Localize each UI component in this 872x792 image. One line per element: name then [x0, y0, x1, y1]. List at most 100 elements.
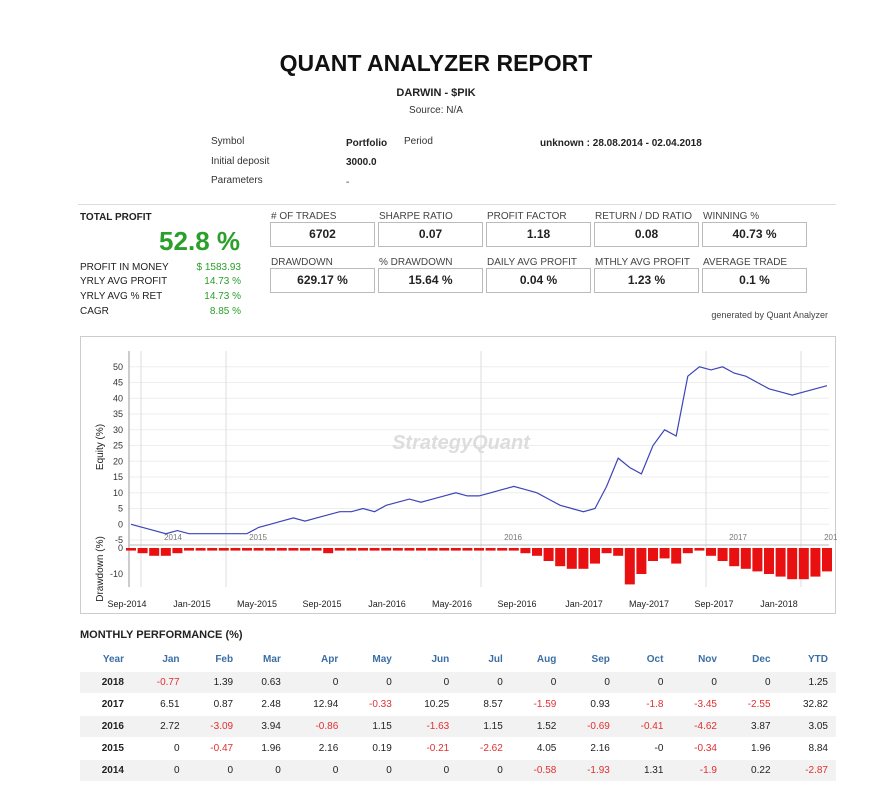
drawdown-bar: [334, 548, 345, 551]
value-cell: -3.09: [187, 714, 242, 737]
value-cell: 1.15: [457, 714, 511, 737]
drawdown-bar: [590, 548, 600, 564]
dd-tick-label: 0: [118, 543, 123, 553]
drawdown-bar: [798, 548, 809, 580]
drawdown-bar: [218, 548, 229, 551]
drawdown-bar: [601, 548, 612, 554]
profit-row: PROFIT IN MONEY $ 1583.93: [80, 262, 241, 273]
year-cell: 2015: [80, 736, 134, 759]
monthly-title: MONTHLY PERFORMANCE (%): [80, 629, 243, 641]
value-cell: -3.45: [671, 692, 725, 715]
metric-label: RETURN / DD RATIO: [595, 211, 693, 222]
drawdown-bar: [543, 548, 554, 561]
drawdown-bar: [717, 548, 728, 561]
value-cell: 32.82: [778, 692, 836, 715]
table-header-cell: Apr: [321, 653, 339, 665]
value-cell: 8.84: [778, 736, 836, 759]
profit-row-value: 14.73 %: [204, 291, 241, 302]
table-row: 2014 0 0 0 0 0 0 0 -0.58 -1.93 1.31 -1.9 0.22 -2.87: [80, 758, 836, 781]
metric-label: PROFIT FACTOR: [487, 211, 567, 222]
drawdown-bar: [126, 548, 136, 551]
x-tick-label: Jan-2017: [565, 599, 603, 609]
value-cell: -0.21: [399, 736, 458, 759]
value-cell: 0: [241, 758, 289, 781]
value-cell: 0: [288, 670, 347, 693]
drawdown-bar: [184, 548, 194, 551]
value-cell: 3.87: [724, 714, 779, 737]
drawdown-bar: [706, 548, 716, 556]
profit-row: YRLY AVG % RET 14.73 %: [80, 291, 241, 302]
drawdown-bar: [265, 548, 276, 551]
value-cell: 1.96: [724, 736, 779, 759]
value-cell: -1.59: [510, 692, 565, 715]
deposit-label: Initial deposit: [211, 156, 270, 167]
value-cell: -4.62: [671, 714, 725, 737]
y-tick-label: 45: [113, 378, 123, 388]
y-tick-label: -5: [115, 535, 123, 545]
x-tick-label: May-2016: [432, 599, 472, 609]
value-cell: 0.63: [241, 670, 289, 693]
value-cell: 0: [346, 670, 400, 693]
equity-line: [130, 366, 828, 535]
value-cell: 0: [134, 736, 188, 759]
drawdown-bar: [160, 548, 171, 556]
value-cell: 0: [187, 758, 242, 781]
table-row: 2015 0 -0.47 1.96 2.16 0.19 -0.21 -2.62 4.05 2.16…: [80, 736, 836, 759]
drawdown-bar: [566, 548, 577, 569]
x-tick-label: May-2017: [629, 599, 669, 609]
drawdown-bar: [392, 548, 403, 551]
drawdown-bar: [358, 548, 368, 551]
section-divider: [78, 204, 836, 205]
value-cell: -0.77: [134, 670, 188, 693]
metric-label: DRAWDOWN: [271, 257, 333, 268]
y-tick-label: 30: [113, 425, 123, 435]
drawdown-bar: [439, 548, 450, 551]
drawdown-bar: [369, 548, 380, 551]
drawdown-bar: [462, 548, 473, 551]
profit-row-value: 8.85 %: [209, 306, 241, 317]
drawdown-bar: [381, 548, 392, 551]
value-cell: 0: [288, 758, 347, 781]
value-cell: 2.72: [134, 714, 188, 737]
profit-row-label: CAGR: [80, 306, 109, 317]
value-cell: 4.05: [510, 736, 565, 759]
drawdown-bar: [822, 548, 832, 572]
report-source: Source: N/A: [409, 105, 463, 116]
value-cell: 0: [671, 670, 725, 693]
drawdown-bar: [300, 548, 310, 551]
deposit-value: 3000.0: [346, 157, 377, 168]
value-cell: 0: [457, 758, 511, 781]
drawdown-bar: [346, 548, 357, 551]
value-cell: 2.16: [564, 736, 618, 759]
metric-value: 40.73 %: [702, 222, 807, 247]
value-cell: 2.16: [288, 736, 347, 759]
metric-value: 629.17 %: [270, 268, 375, 293]
value-cell: 0.19: [346, 736, 400, 759]
table-header-cell: Sep: [591, 653, 610, 665]
drawdown-bar: [311, 548, 322, 551]
table-row: 2016 2.72 -3.09 3.94 -0.86 1.15 -1.63 1.15 1.52-…: [80, 714, 836, 737]
drawdown-bar: [253, 548, 264, 551]
table-header-cell: Jun: [431, 653, 450, 665]
y-tick-label: 5: [118, 504, 123, 514]
value-cell: 0: [617, 670, 672, 693]
value-cell: 1.96: [241, 736, 289, 759]
profit-row-label: YRLY AVG PROFIT: [80, 276, 168, 287]
metric-value: 6702: [270, 222, 375, 247]
value-cell: -2.62: [457, 736, 511, 759]
y-tick-label: 40: [113, 393, 123, 403]
year-label: 2017: [729, 533, 747, 542]
year-cell: 2014: [80, 758, 134, 781]
drawdown-bar: [242, 548, 252, 551]
metric-value: 0.04 %: [486, 268, 591, 293]
x-tick-label: Sep-2017: [694, 599, 733, 609]
monthly-table: Year Jan Feb Mar Apr May Jun Jul Aug Sep Oct Nov Dec…: [80, 648, 836, 781]
drawdown-bar: [207, 548, 218, 551]
drawdown-bar: [659, 548, 670, 559]
profit-row-value: $ 1583.93: [196, 262, 242, 273]
table-header-cell: Oct: [646, 653, 664, 665]
report-title: QUANT ANALYZER REPORT: [279, 50, 593, 76]
profit-row-value: 14.73 %: [204, 276, 241, 287]
drawdown-bar: [624, 548, 635, 585]
